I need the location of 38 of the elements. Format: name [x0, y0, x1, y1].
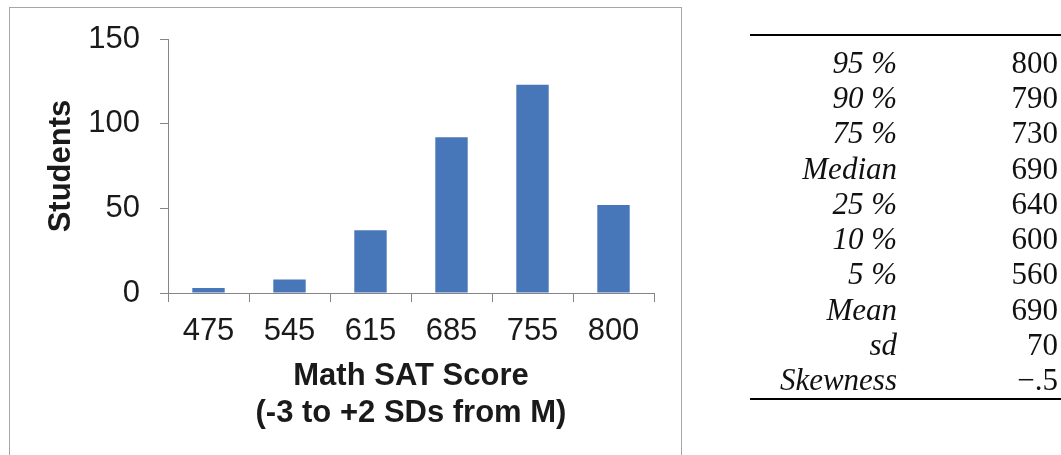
category-label: 95 % — [831, 44, 897, 81]
category-label: 25 % — [831, 185, 897, 222]
category-label: sd — [868, 327, 897, 364]
category-label: Skewness — [778, 362, 897, 399]
y-tick-label: 100 — [88, 104, 140, 140]
category-label: 75 % — [831, 115, 897, 152]
bar — [192, 287, 225, 293]
x-tick-label: 545 — [263, 312, 316, 348]
text: 640 — [1011, 185, 1058, 221]
text: 560 — [1011, 256, 1058, 292]
x-axis-title: Math SAT Score (-3 to +2 SDs from M) — [255, 357, 567, 430]
y-tick-label: 0 — [122, 273, 140, 309]
x-tick-label: 755 — [506, 312, 559, 348]
x-tick-label: 615 — [344, 312, 397, 348]
text: 690 — [1011, 150, 1058, 186]
bar — [354, 230, 387, 293]
text: 800 — [1011, 44, 1058, 80]
category-label: 5 % — [846, 256, 897, 293]
category-label: 10 % — [831, 221, 897, 258]
text: −.5 — [1017, 362, 1058, 398]
text: 70 — [1027, 327, 1058, 363]
text: 600 — [1011, 221, 1058, 257]
bar — [516, 84, 549, 293]
text: 730 — [1011, 115, 1058, 151]
bar — [597, 204, 630, 293]
x-tick-label: 475 — [182, 312, 235, 348]
y-tick-label: 50 — [105, 188, 140, 224]
y-axis-title: Students — [42, 99, 78, 233]
category-label: Mean — [825, 291, 897, 328]
x-tick-label: 800 — [587, 312, 640, 348]
category-label: 90 % — [831, 79, 897, 116]
bar — [273, 279, 306, 293]
text: 690 — [1011, 291, 1058, 327]
y-tick-label: 150 — [88, 19, 140, 55]
x-tick-label: 685 — [425, 312, 478, 348]
category-label: Median — [801, 150, 897, 187]
text: 790 — [1011, 79, 1058, 115]
bar — [435, 137, 468, 293]
